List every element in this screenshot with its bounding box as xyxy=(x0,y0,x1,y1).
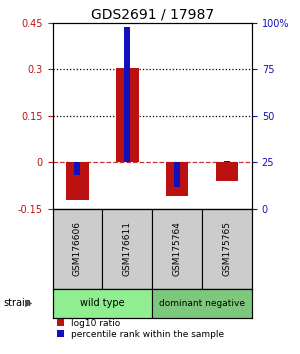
Bar xyxy=(152,209,202,289)
Text: GSM175765: GSM175765 xyxy=(223,221,232,276)
Bar xyxy=(102,209,152,289)
Bar xyxy=(116,68,139,162)
Text: GSM175764: GSM175764 xyxy=(173,221,182,276)
Bar xyxy=(152,289,252,318)
Bar xyxy=(124,27,130,162)
Text: wild type: wild type xyxy=(80,298,125,308)
Text: ▶: ▶ xyxy=(25,298,32,308)
Legend: log10 ratio, percentile rank within the sample: log10 ratio, percentile rank within the … xyxy=(57,319,225,339)
Text: GSM176611: GSM176611 xyxy=(123,221,132,276)
Bar xyxy=(224,161,230,162)
Bar xyxy=(74,162,80,175)
Bar xyxy=(166,162,188,196)
Bar xyxy=(202,209,252,289)
Bar xyxy=(174,162,180,187)
Bar xyxy=(66,162,89,200)
Bar xyxy=(52,209,102,289)
Bar xyxy=(52,289,152,318)
Bar xyxy=(216,162,238,181)
Text: strain: strain xyxy=(3,298,31,308)
Text: dominant negative: dominant negative xyxy=(159,299,245,308)
Text: GSM176606: GSM176606 xyxy=(73,221,82,276)
Title: GDS2691 / 17987: GDS2691 / 17987 xyxy=(91,8,214,22)
